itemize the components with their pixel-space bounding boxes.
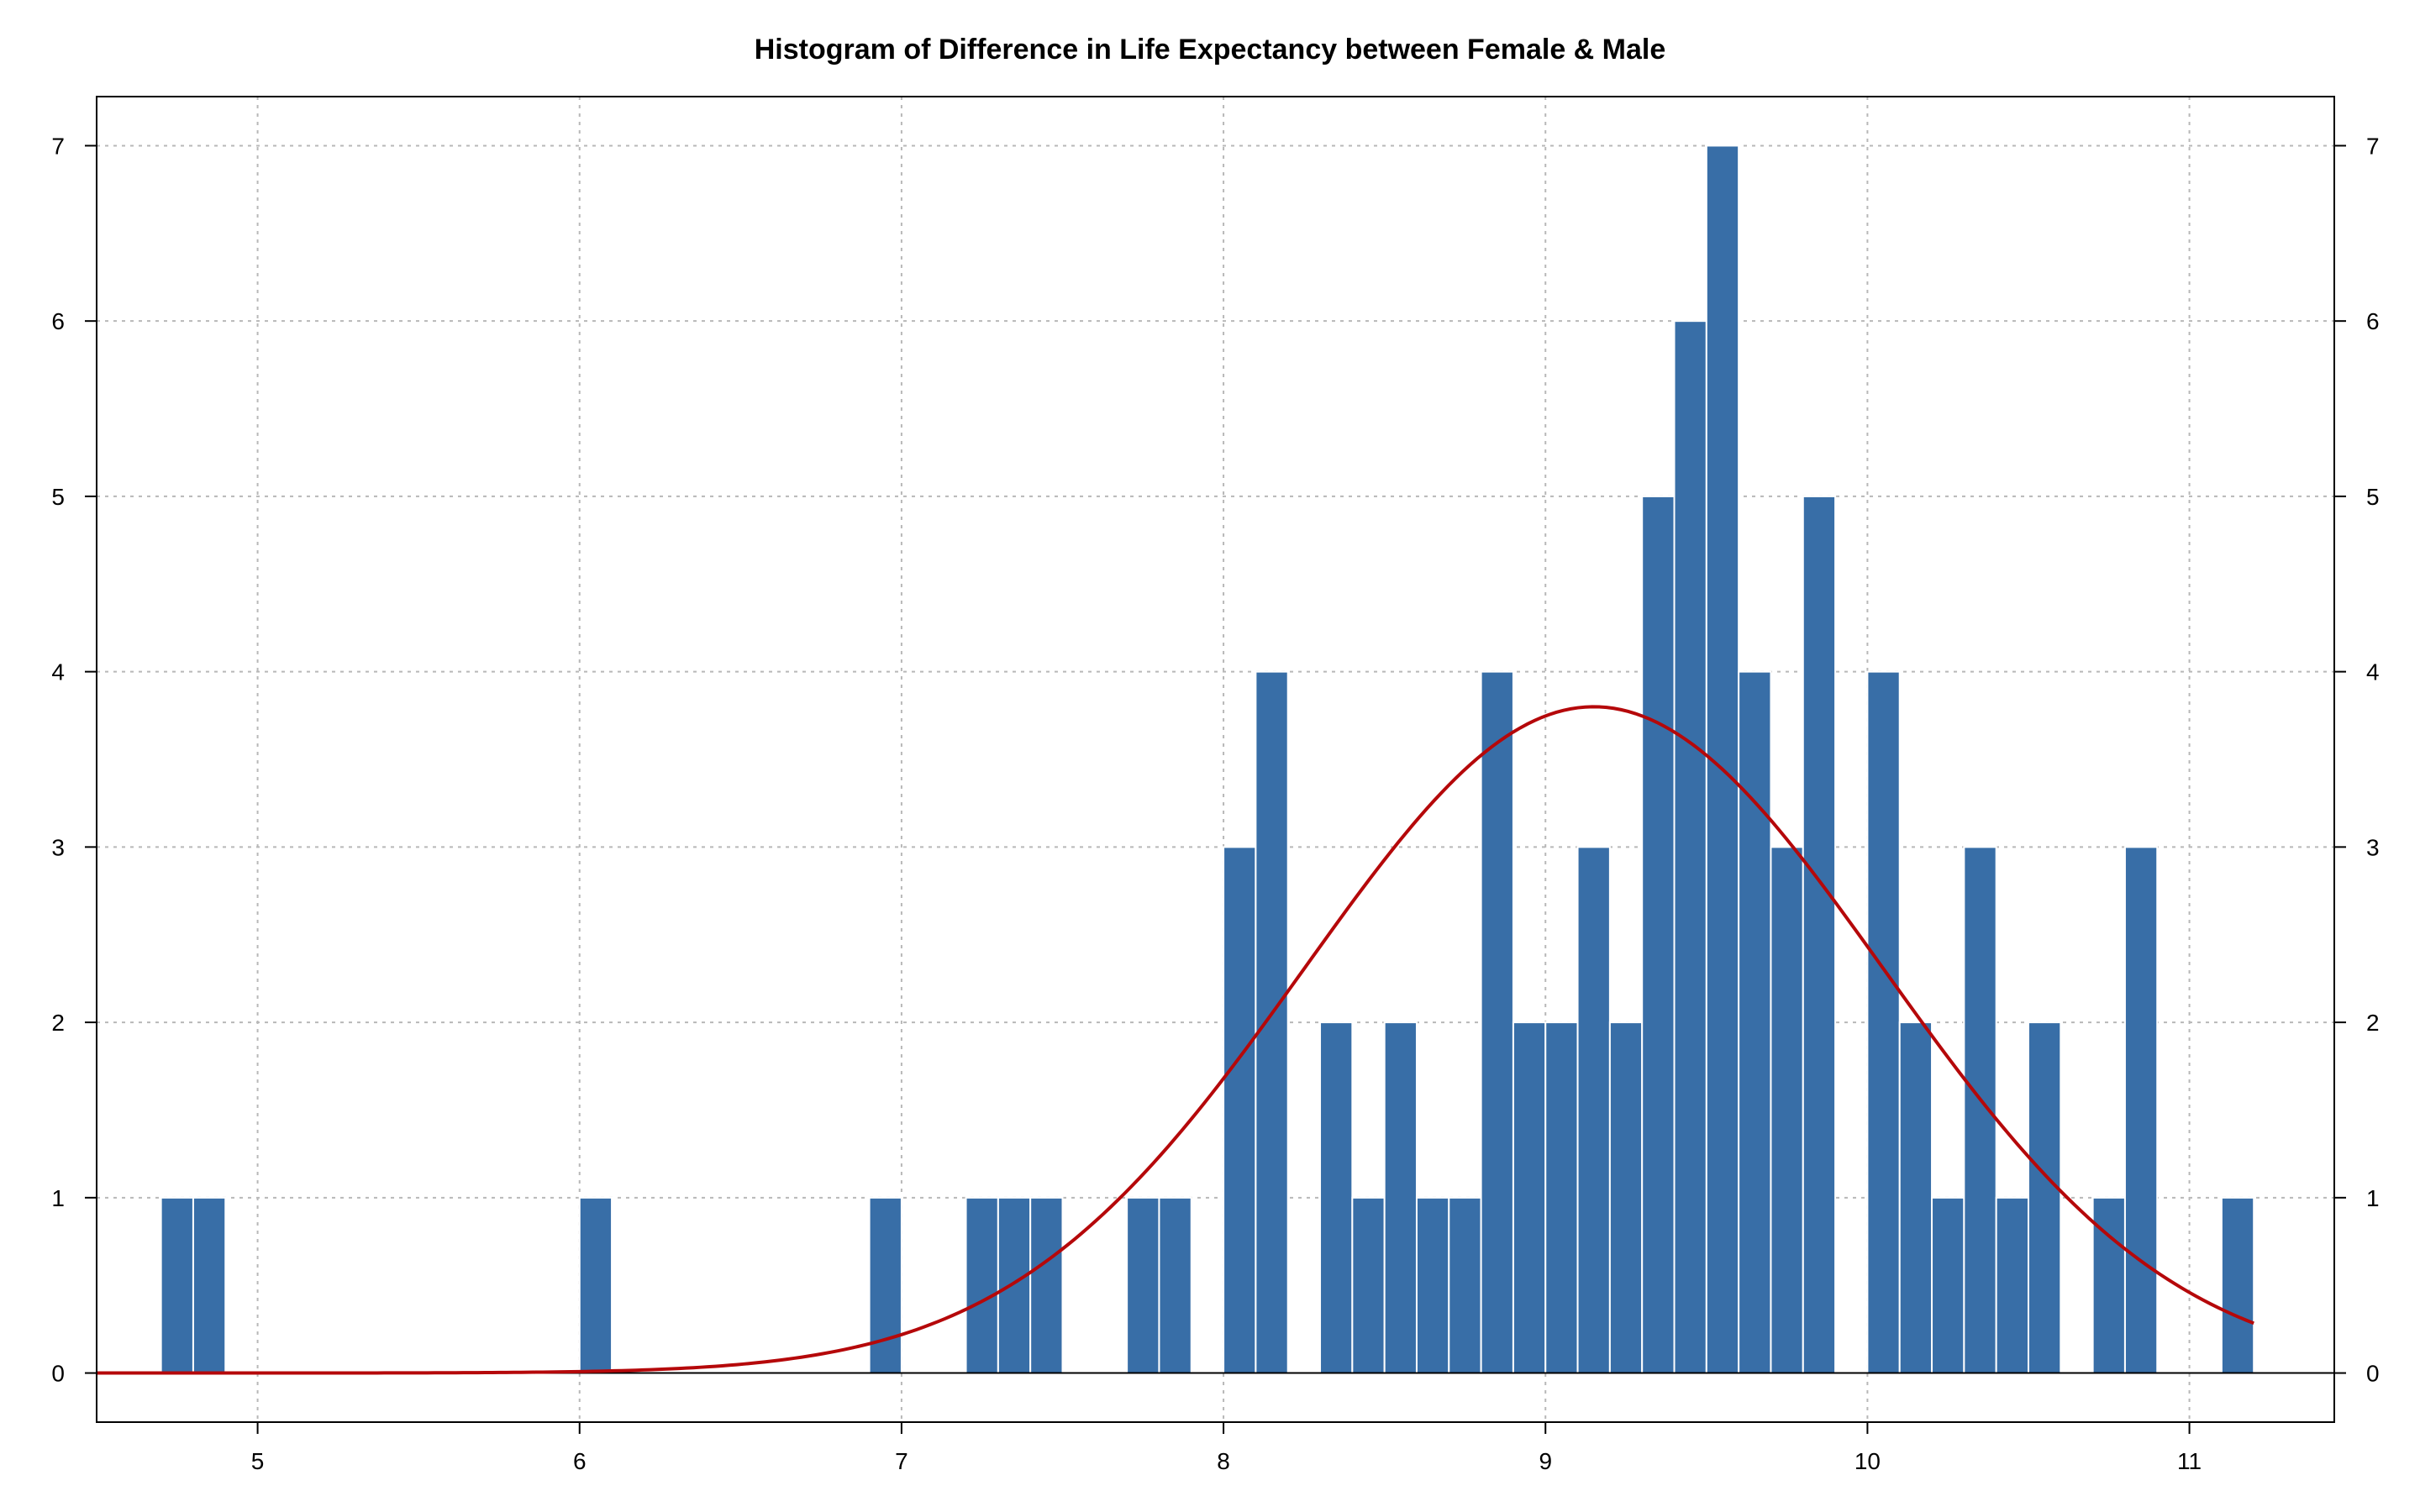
histogram-bar <box>1029 1196 1064 1374</box>
y-tick-label-left: 1 <box>51 1185 65 1211</box>
y-tick-label-left: 5 <box>51 484 65 510</box>
histogram-bar <box>1415 1196 1450 1374</box>
x-tick-label: 7 <box>895 1448 908 1474</box>
histogram-bar <box>997 1196 1032 1374</box>
histogram-bar <box>1931 1196 1965 1374</box>
histogram-bar <box>1963 846 1997 1374</box>
x-tick-label: 5 <box>251 1448 265 1474</box>
plot-frame <box>96 96 2335 1423</box>
y-tick-label-right: 1 <box>2366 1185 2380 1211</box>
grid-lines <box>97 97 2334 1422</box>
histogram-bar <box>1802 495 1837 1374</box>
axes: 5 6 7 8 9 10 110 01 12 23 34 45 56 67 7 <box>51 133 2379 1474</box>
histogram-bar <box>1383 1021 1418 1374</box>
density-curve-layer <box>97 705 2254 1375</box>
histogram-bar <box>2027 1021 2062 1374</box>
histogram-bar <box>160 1196 194 1374</box>
histogram-bar <box>1351 1196 1386 1374</box>
histogram-bar <box>1738 670 1772 1374</box>
y-tick-label-left: 3 <box>51 834 65 860</box>
y-tick-label-left: 0 <box>51 1361 65 1387</box>
histogram-bar <box>1995 1196 2029 1374</box>
y-tick-label-right: 6 <box>2366 308 2380 334</box>
y-tick-label-left: 6 <box>51 308 65 334</box>
histogram-bar <box>1641 495 1676 1374</box>
y-tick-label-right: 0 <box>2366 1361 2380 1387</box>
histogram-bar <box>1512 1021 1547 1374</box>
histogram-bar <box>868 1196 902 1374</box>
histogram-bar <box>192 1196 227 1374</box>
x-tick-label: 11 <box>2177 1448 2202 1474</box>
x-tick-label: 6 <box>573 1448 587 1474</box>
histogram-bar <box>1158 1196 1192 1374</box>
histogram-bar <box>1898 1021 1933 1374</box>
histogram-bar <box>1544 1021 1579 1374</box>
chart-title: Histogram of Difference in Life Expectan… <box>755 34 1666 66</box>
x-tick-label: 10 <box>1854 1448 1881 1474</box>
histogram-bar <box>1866 670 1901 1374</box>
y-tick-label-right: 3 <box>2366 834 2380 860</box>
histogram-bar <box>1770 846 1804 1374</box>
y-tick-label-left: 7 <box>51 133 65 159</box>
y-tick-label-right: 2 <box>2366 1010 2380 1036</box>
y-tick-label-left: 4 <box>51 659 65 685</box>
histogram-bar <box>1673 320 1707 1374</box>
normal-density-curve <box>97 705 2254 1375</box>
histogram-bar <box>578 1196 613 1374</box>
histogram-bar <box>1448 1196 1482 1374</box>
histogram-bar <box>1608 1021 1644 1374</box>
histogram-bar <box>1223 846 1257 1374</box>
histogram-bar <box>1126 1196 1160 1374</box>
x-tick-label: 9 <box>1539 1448 1552 1474</box>
histogram-bar <box>1576 846 1611 1374</box>
y-tick-label-right: 5 <box>2366 484 2380 510</box>
x-tick-label: 8 <box>1217 1448 1230 1474</box>
histogram-bars <box>160 144 2255 1374</box>
histogram-bar <box>965 1196 999 1374</box>
histogram-bar <box>1319 1021 1354 1374</box>
histogram-bar <box>1480 670 1514 1374</box>
histogram-bar <box>2220 1196 2255 1374</box>
histogram-bar <box>1255 670 1289 1374</box>
histogram-bar <box>2123 846 2159 1374</box>
y-tick-label-right: 7 <box>2366 133 2380 159</box>
y-tick-label-right: 4 <box>2366 659 2380 685</box>
y-tick-label-left: 2 <box>51 1010 65 1036</box>
